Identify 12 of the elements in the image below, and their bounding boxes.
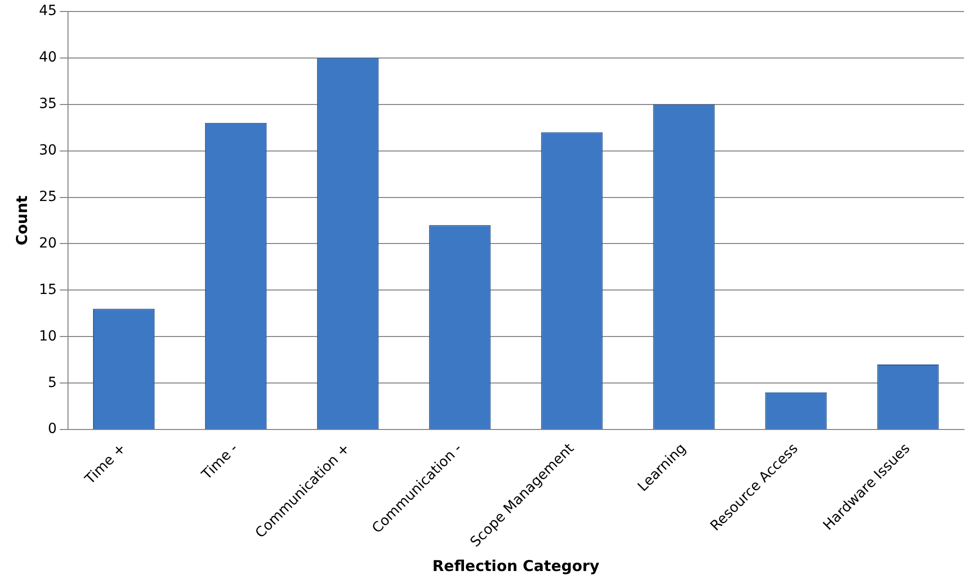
y-tick-label: 0 [48,421,57,438]
y-tick-label: 45 [38,3,57,20]
x-axis-title: Reflection Category [432,556,600,575]
y-tick-label: 15 [38,282,57,298]
y-tick-label: 20 [38,235,57,252]
y-tick-label: 5 [48,374,57,391]
y-tick-label: 35 [38,96,57,112]
y-axis-title: Count [12,196,31,246]
y-tick-label: 30 [38,142,57,158]
y-tick-label: 10 [38,328,57,344]
y-tick-label: 40 [38,50,57,66]
y-tick-label: 25 [38,188,57,205]
